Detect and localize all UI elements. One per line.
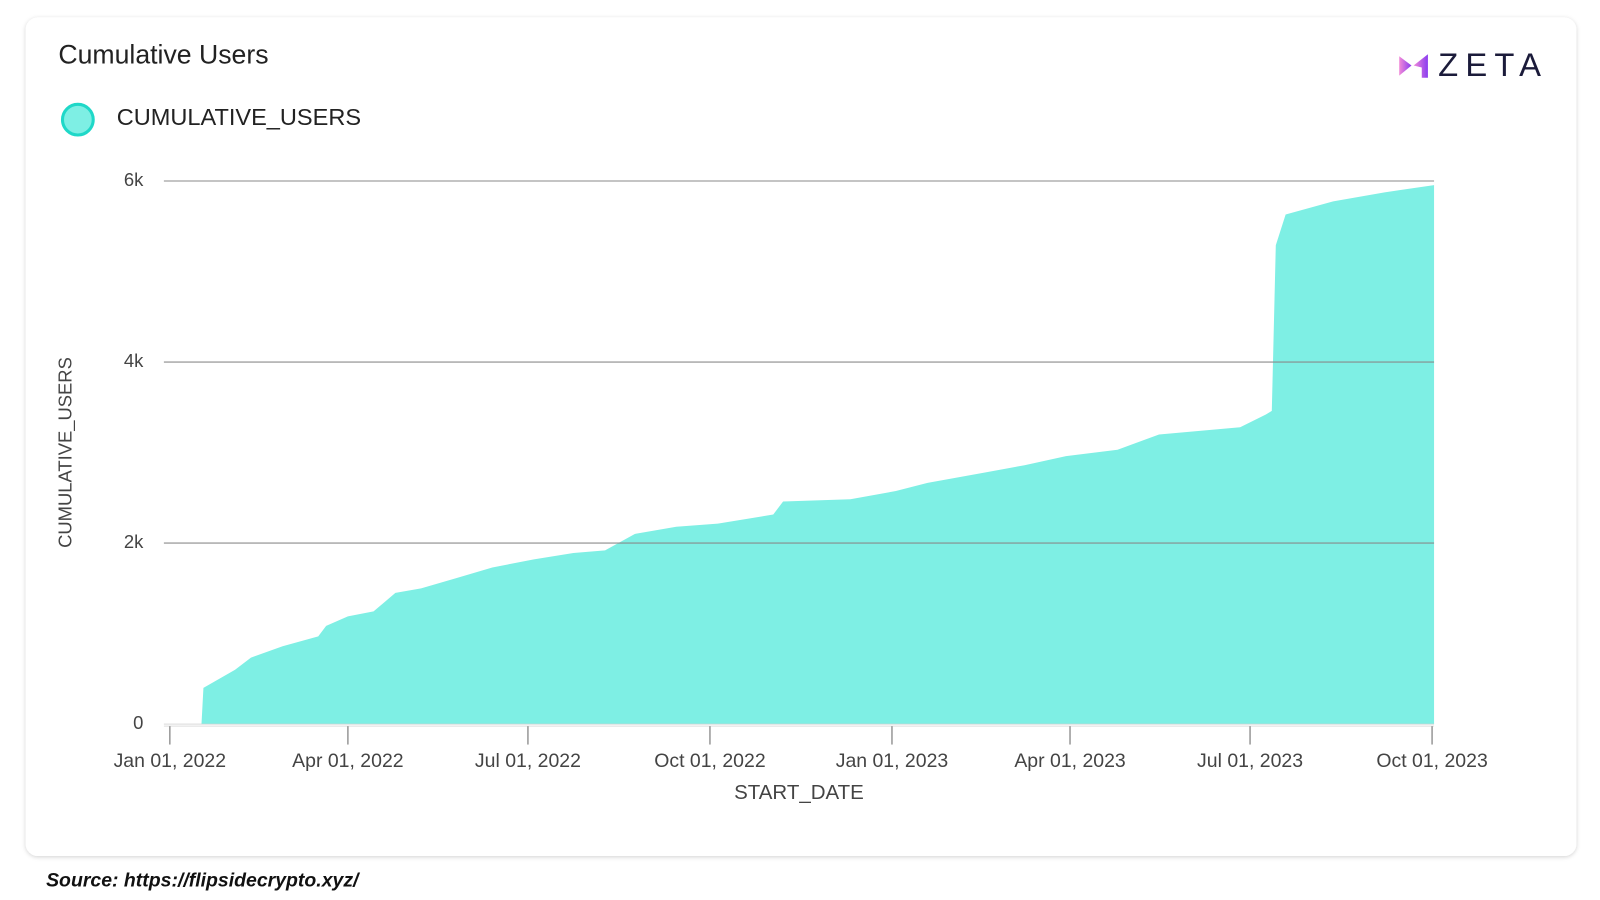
x-tick-label: Jul 01, 2023	[1197, 750, 1303, 772]
logo-text: ZETA	[1438, 46, 1548, 83]
x-tick-label: Oct 01, 2023	[1376, 750, 1487, 772]
y-tick-label: 0	[133, 712, 143, 733]
logo: ZETA	[1399, 46, 1548, 83]
legend-label: CUMULATIVE_USERS	[117, 104, 361, 130]
x-tick-label: Jan 01, 2022	[114, 750, 226, 772]
area	[201, 185, 1435, 725]
x-tick-label: Apr 01, 2023	[1014, 750, 1125, 772]
x-axis-label: START_DATE	[734, 781, 864, 804]
logo-icon	[1413, 54, 1428, 78]
chart-title: Cumulative Users	[58, 39, 268, 69]
x-tick-label: Oct 01, 2022	[654, 750, 765, 772]
y-axis-label: CUMULATIVE_USERS	[54, 357, 76, 548]
x-tick-label: Jul 01, 2022	[475, 750, 581, 772]
x-tick-label: Apr 01, 2022	[292, 750, 403, 772]
x-tick-label: Jan 01, 2023	[836, 750, 948, 772]
y-tick-label: 2k	[124, 531, 144, 552]
y-tick-label: 4k	[124, 350, 144, 371]
y-tick-label: 6k	[124, 169, 144, 190]
source-note: Source: https://flipsidecrypto.xyz/	[46, 870, 361, 892]
legend-marker	[60, 102, 95, 137]
logo-icon	[1399, 56, 1412, 76]
